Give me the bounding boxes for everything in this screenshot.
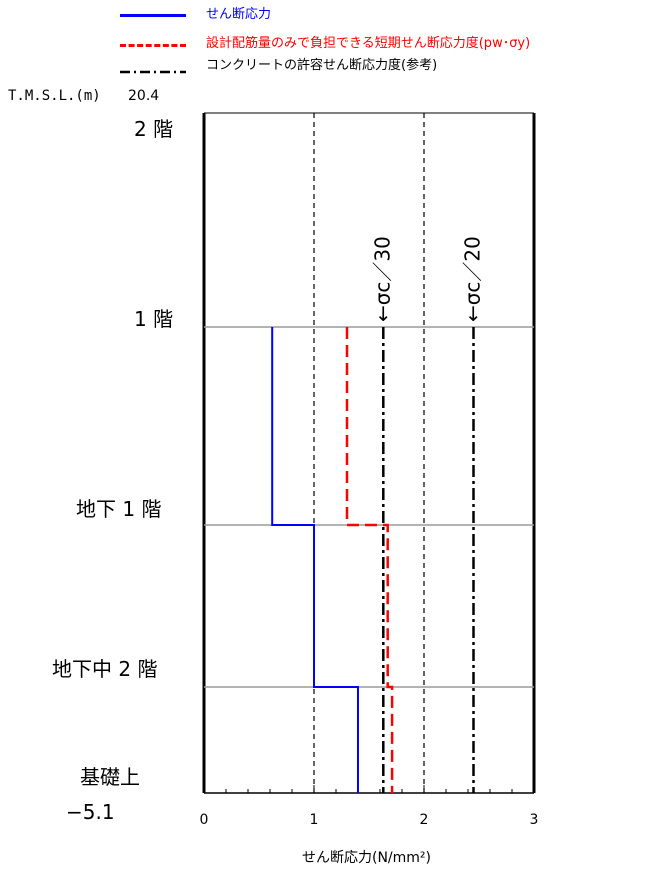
- x-tick-label: 2: [420, 812, 429, 828]
- label-sigma-c-30: ←σc／30: [370, 236, 394, 322]
- floor-label-b1f: 地下 1 階: [76, 497, 162, 521]
- legend-line-rebar: [120, 44, 186, 47]
- x-axis-label: せん断応力(N/mm²): [302, 850, 432, 866]
- x-tick-label: 3: [530, 812, 539, 828]
- series-rebar-capacity: [345, 327, 394, 793]
- series-shear-stress: [271, 327, 359, 793]
- tmsl-label: T.M.S.L.(m): [8, 88, 101, 104]
- legend-label-shear: せん断応力: [206, 7, 272, 22]
- x-tick-label: 0: [200, 812, 209, 828]
- bottom-level-value: −5.1: [66, 800, 115, 824]
- floor-label-2f: 2 階: [134, 117, 174, 141]
- legend-line-shear: [120, 14, 186, 17]
- top-level-value: 20.4: [128, 88, 160, 104]
- legend-label-rebar: 設計配筋量のみで負担できる短期せん断応力度(pw･σy): [206, 36, 531, 51]
- floor-label-1f: 1 階: [134, 307, 174, 331]
- label-sigma-c-20: ←σc／20: [461, 236, 485, 322]
- legend-label-concrete: コンクリートの許容せん断応力度(参考): [206, 58, 438, 73]
- floor-label-foundation: 基礎上: [80, 765, 140, 789]
- x-tick-label: 1: [310, 812, 319, 828]
- floor-label-bm2f: 地下中 2 階: [52, 657, 158, 681]
